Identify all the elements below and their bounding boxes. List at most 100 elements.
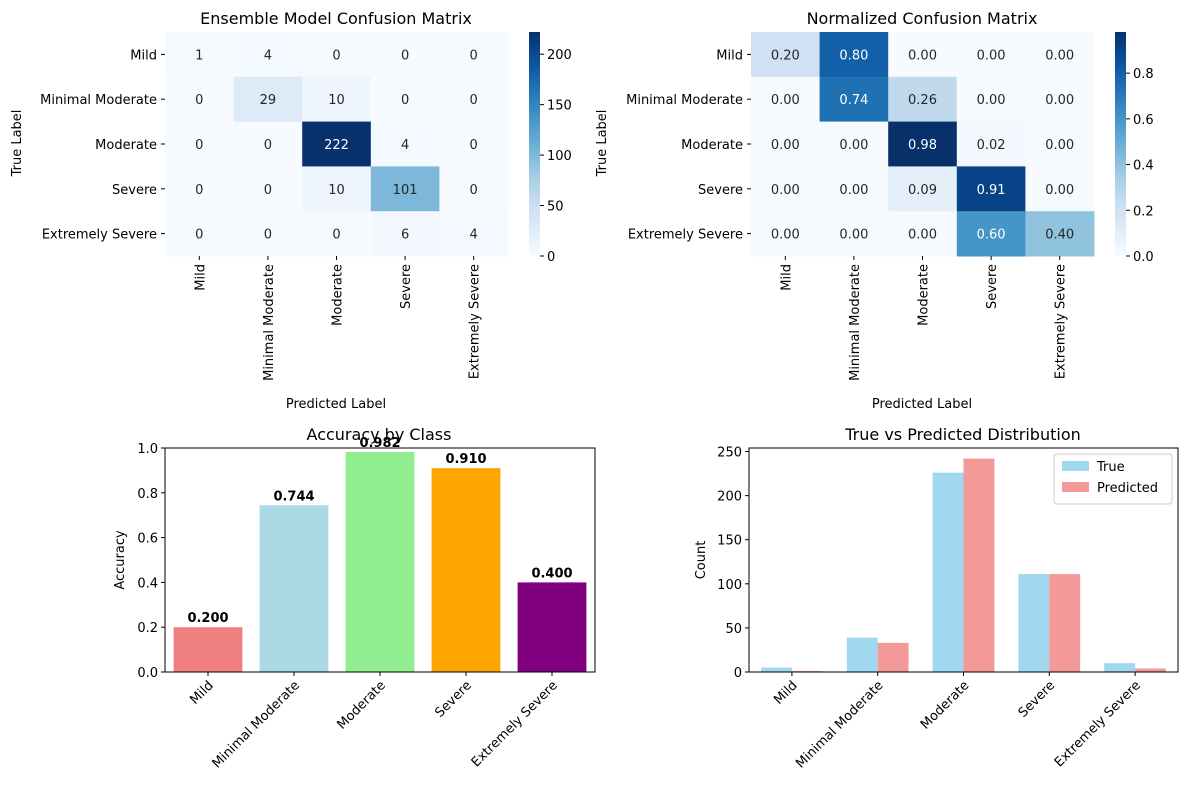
y-tick-label: 150 — [717, 534, 742, 549]
cell-value-label: 0.20 — [771, 48, 800, 63]
heatmap-cell — [370, 76, 440, 123]
y-tick-label: 50 — [725, 622, 742, 637]
x-tick-label: Extremely Severe — [468, 264, 483, 379]
colorbar-tick-label: 150 — [547, 99, 572, 114]
y-tick-label: 0.0 — [137, 666, 158, 681]
heatmap-cell — [956, 166, 1026, 212]
bar-value-label: 0.982 — [359, 436, 400, 451]
cell-value-label: 0 — [264, 138, 272, 153]
cell-value-label: 101 — [393, 183, 418, 198]
x-axis-label: Predicted Label — [872, 397, 972, 412]
cell-value-label: 222 — [324, 138, 349, 153]
heatmap-cell — [956, 211, 1026, 257]
x-tick-label: Mild — [771, 678, 800, 707]
cell-value-label: 0 — [195, 228, 203, 243]
heatmap-cell — [751, 32, 821, 78]
cell-value-label: 4 — [264, 48, 272, 63]
cell-value-label: 10 — [328, 183, 345, 198]
y-tick-label: 1.0 — [137, 442, 158, 457]
cell-value-label: 0.00 — [1045, 48, 1074, 63]
cell-value-label: 0.80 — [839, 48, 868, 63]
heatmap-cell — [1025, 121, 1095, 167]
cell-value-label: 6 — [401, 228, 409, 243]
cell-value-label: 0.74 — [839, 93, 868, 108]
colorbar-tick-label: 200 — [547, 48, 572, 63]
heatmap-cell — [888, 211, 958, 257]
heatmap-cell — [888, 76, 958, 123]
bar-predicted — [963, 458, 995, 672]
colorbar — [1115, 32, 1126, 256]
heatmap-cell — [233, 211, 303, 257]
cell-value-label: 1 — [195, 48, 203, 63]
heatmap-cell — [1025, 166, 1095, 212]
colorbar — [529, 32, 540, 256]
chart-title: Accuracy by Class — [307, 425, 452, 444]
cell-value-label: 4 — [470, 228, 478, 243]
bar-predicted — [1135, 668, 1166, 672]
bar-value-label: 0.910 — [445, 452, 486, 467]
cell-value-label: 4 — [401, 138, 409, 153]
heatmap-cell — [165, 211, 235, 257]
y-tick-label: Severe — [698, 183, 743, 198]
cell-value-label: 0.00 — [839, 138, 868, 153]
bar — [259, 505, 329, 672]
heatmap-cell — [956, 121, 1026, 167]
cell-value-label: 0 — [264, 183, 272, 198]
chart-title: Normalized Confusion Matrix — [807, 9, 1038, 28]
cell-value-label: 0 — [470, 138, 478, 153]
cell-value-label: 0 — [264, 228, 272, 243]
cell-value-label: 0.91 — [977, 183, 1006, 198]
heatmap-cell — [233, 32, 303, 78]
bar-true — [846, 637, 878, 672]
y-tick-label: 200 — [717, 490, 742, 505]
heatmap-cell — [302, 211, 372, 257]
bar-true — [1104, 663, 1136, 672]
cell-value-label: 0.00 — [977, 93, 1006, 108]
cell-value-label: 0.00 — [977, 48, 1006, 63]
x-tick-label: Extremely Severe — [469, 678, 561, 770]
cell-value-label: 0.00 — [908, 48, 937, 63]
cell-value-label: 0 — [470, 93, 478, 108]
heatmap-cell — [956, 32, 1026, 78]
cell-value-label: 0 — [401, 48, 409, 63]
cell-value-label: 0 — [332, 48, 340, 63]
x-tick-label: Moderate — [918, 678, 972, 732]
x-tick-label: Minimal Moderate — [210, 678, 303, 771]
cell-value-label: 10 — [328, 93, 345, 108]
heatmap-cell — [165, 166, 235, 212]
x-tick-label: Mild — [779, 264, 794, 291]
x-tick-label: Minimal Moderate — [848, 264, 863, 381]
cell-value-label: 0.60 — [977, 228, 1006, 243]
y-axis-label: Accuracy — [113, 530, 128, 590]
heatmap-cell — [370, 166, 440, 212]
y-tick-label: 0.2 — [137, 621, 158, 636]
bar — [517, 582, 587, 672]
y-axis-label: Count — [694, 541, 709, 580]
heatmap-cell — [370, 32, 440, 78]
cell-value-label: 0 — [195, 93, 203, 108]
y-tick-label: 0 — [734, 666, 742, 681]
colorbar-tick-label: 0.6 — [1133, 113, 1154, 128]
cell-value-label: 0.00 — [1045, 183, 1074, 198]
heatmap-cell — [165, 32, 235, 78]
cell-value-label: 0.00 — [839, 183, 868, 198]
y-axis-label: True Label — [595, 110, 610, 178]
heatmap-cell — [165, 121, 235, 167]
bar-predicted — [877, 642, 909, 672]
heatmap-cell — [751, 121, 821, 167]
bar-value-label: 0.200 — [187, 611, 228, 626]
confusion-matrix-chart: Ensemble Model Confusion Matrix Predicte… — [10, 9, 572, 412]
cell-value-label: 0 — [401, 93, 409, 108]
heatmap-cell — [956, 76, 1026, 123]
y-tick-label: Moderate — [681, 138, 743, 153]
heatmap-cell — [165, 76, 235, 123]
legend-label: True — [1096, 460, 1125, 475]
heatmap-cell — [819, 166, 889, 212]
y-tick-label: Moderate — [95, 138, 157, 153]
bar — [173, 627, 243, 672]
colorbar-tick-label: 0.2 — [1133, 204, 1154, 219]
x-tick-label: Mild — [187, 678, 216, 707]
cell-value-label: 0.00 — [908, 228, 937, 243]
heatmap-cell — [302, 32, 372, 78]
